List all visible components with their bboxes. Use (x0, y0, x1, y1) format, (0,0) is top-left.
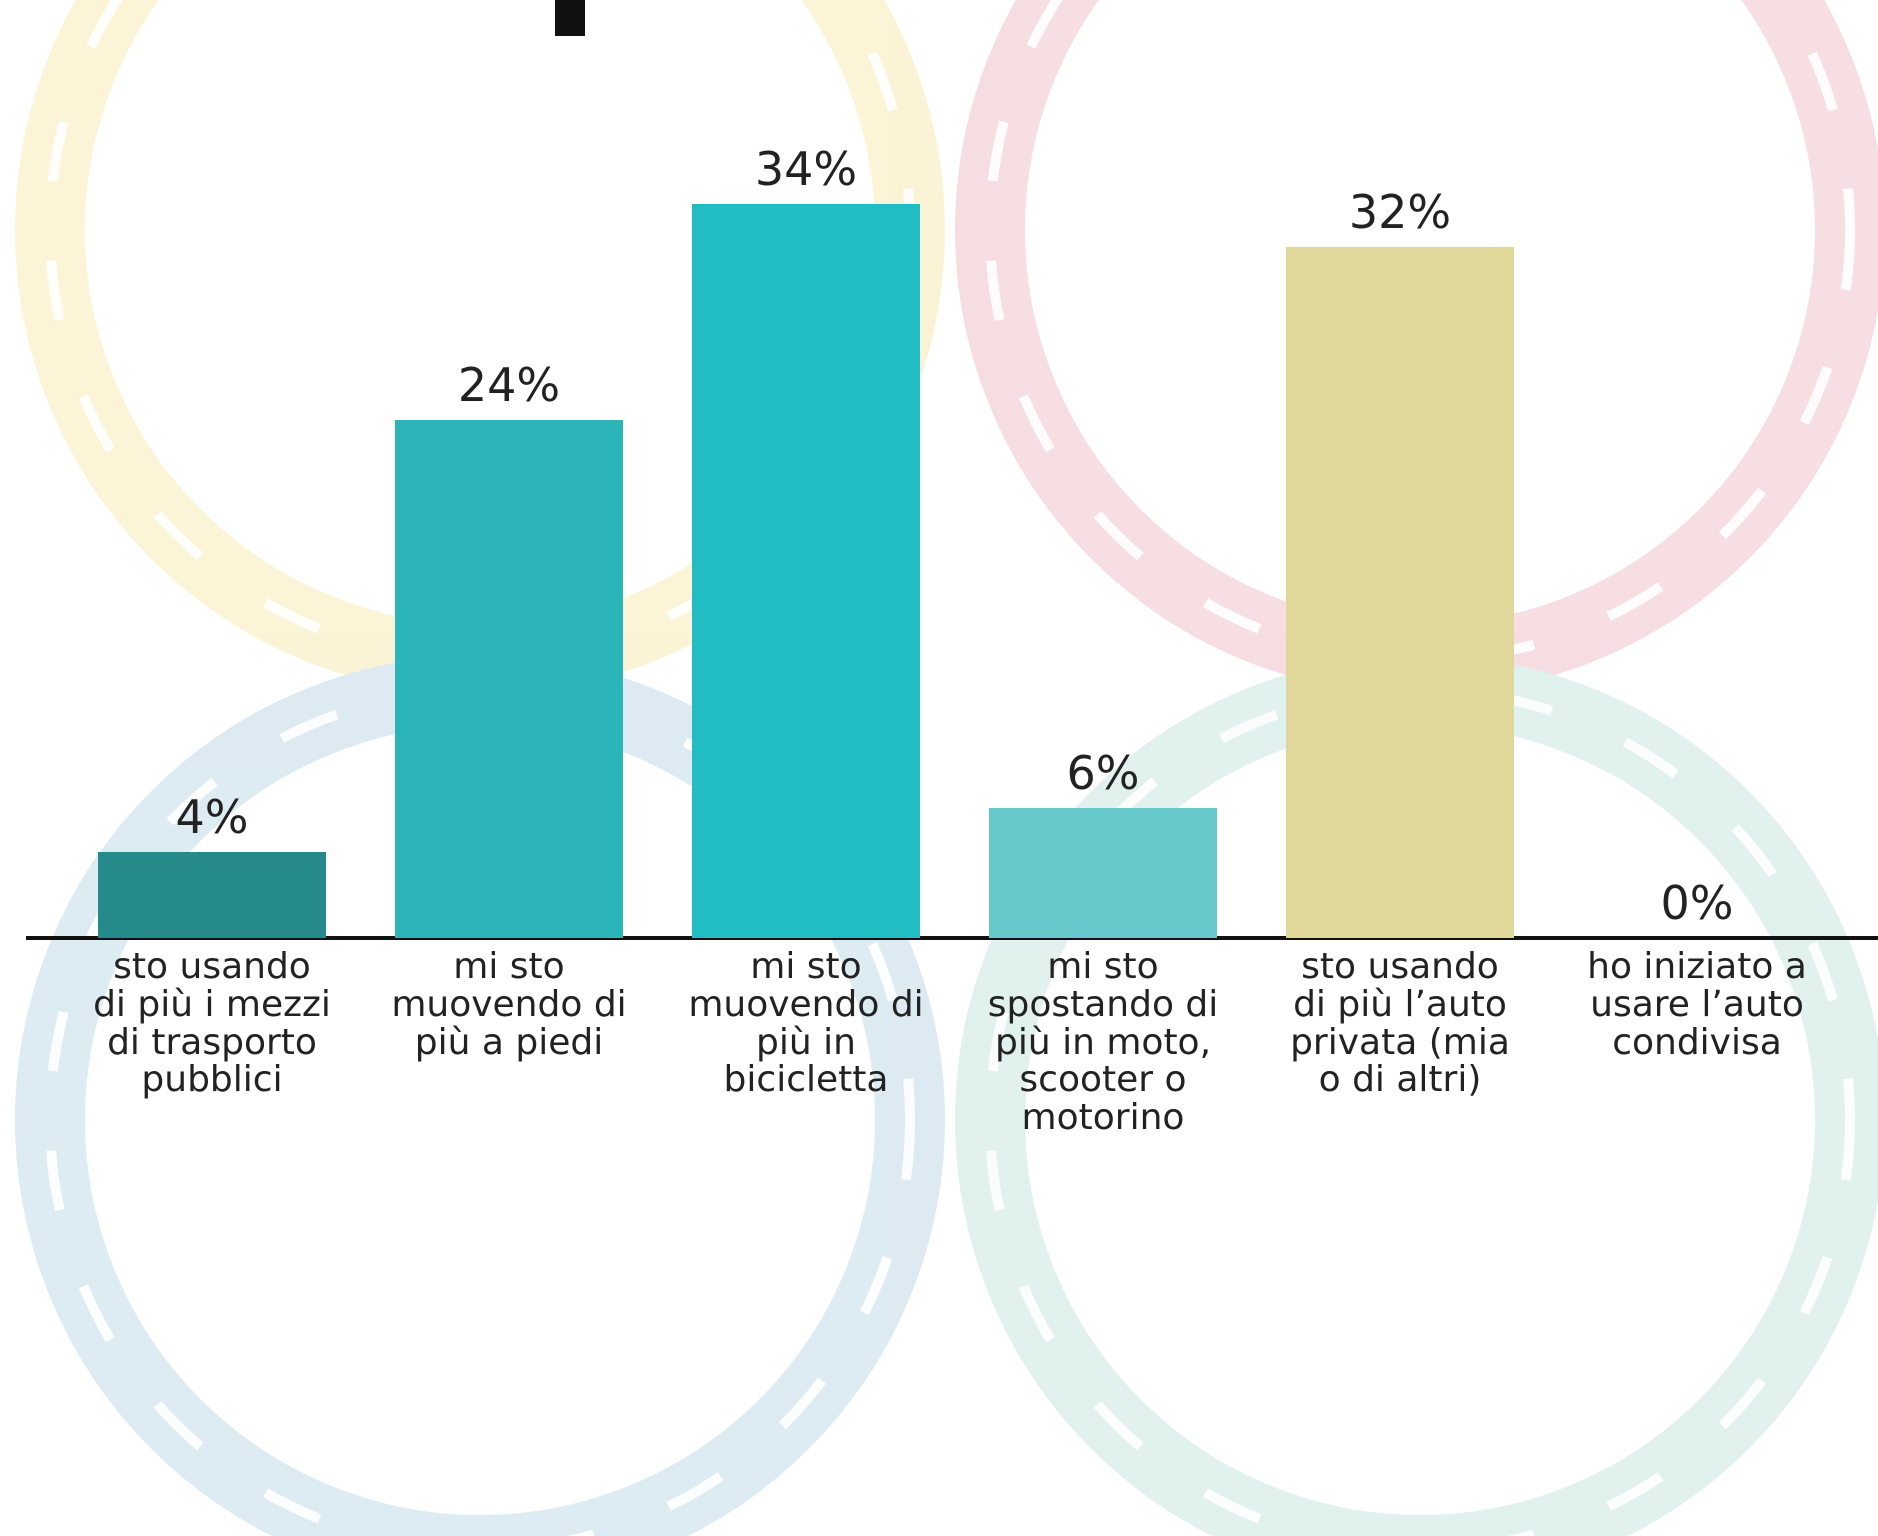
category-label: mi sto muovendo di più in bicicletta (688, 946, 924, 1101)
value-label: 0% (1660, 876, 1734, 930)
baseline (26, 936, 1878, 940)
bar (692, 203, 920, 938)
value-label: 4% (175, 789, 249, 844)
category-label: mi sto muovendo di più a piedi (391, 946, 627, 1063)
category-label: ho iniziato a usare l’auto condivisa (1587, 946, 1807, 1063)
category-label: sto usando di più l’auto privata (mia o … (1290, 946, 1510, 1101)
category-label: mi sto spostando di più in moto, scooter… (987, 946, 1219, 1139)
category-label: sto usando di più i mezzi di trasporto p… (93, 946, 331, 1101)
value-label: 34% (754, 141, 858, 196)
value-label: 32% (1348, 184, 1452, 239)
value-label: 6% (1066, 746, 1140, 801)
bar (98, 851, 326, 938)
bar (989, 808, 1217, 938)
bar (395, 419, 623, 938)
value-label: 24% (457, 357, 561, 412)
bar (1286, 246, 1514, 938)
